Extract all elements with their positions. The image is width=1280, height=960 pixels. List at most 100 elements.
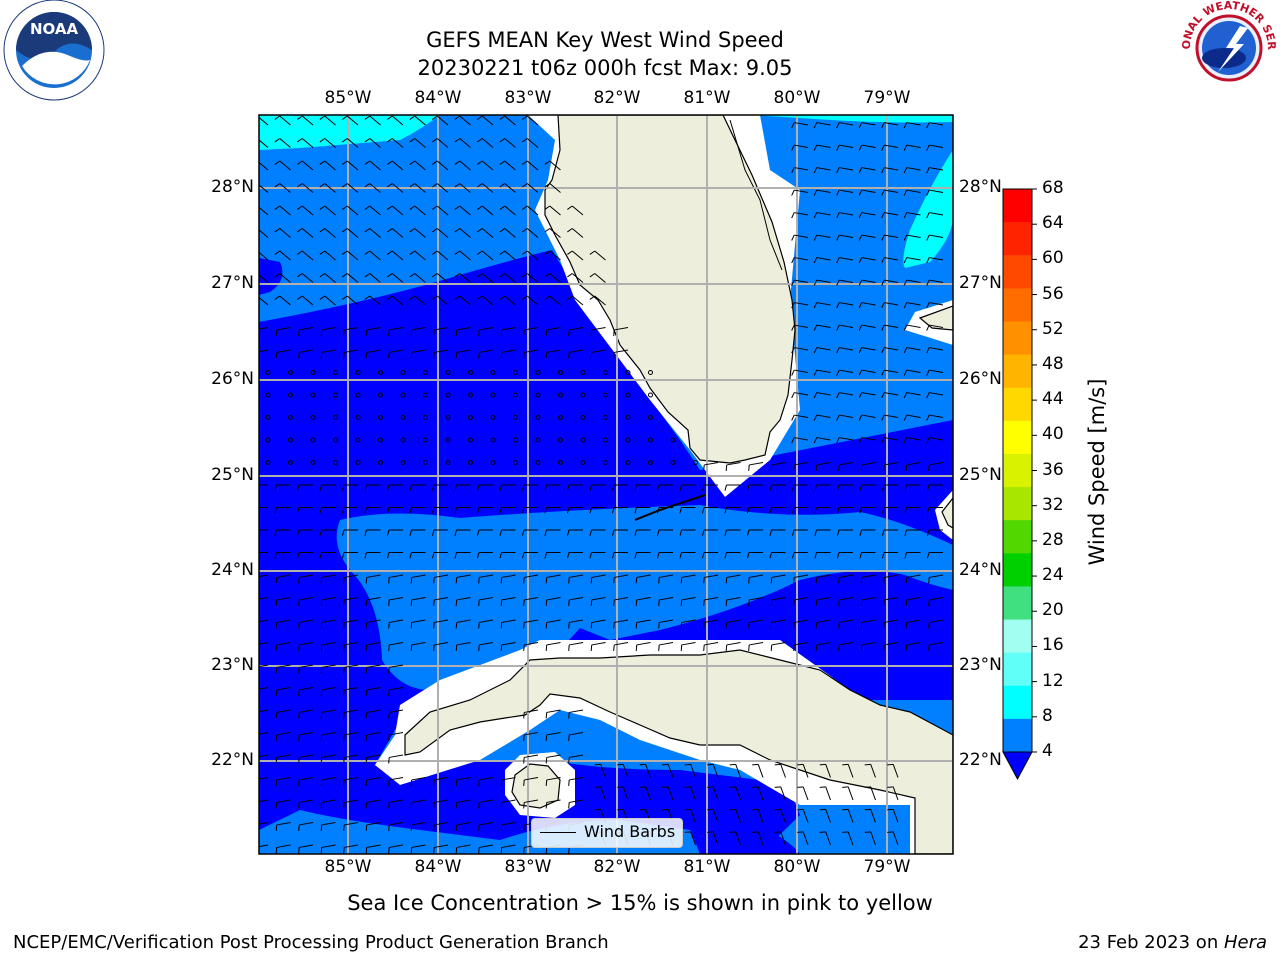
wind-barb-shaft — [436, 250, 449, 261]
wind-barb-flag — [522, 273, 528, 278]
wind-barb-flag — [388, 847, 390, 854]
wind-barb-shaft — [414, 138, 426, 148]
wind-barb-flag — [793, 622, 795, 629]
wind-barb-flag — [320, 757, 323, 764]
wind-barb-flag — [454, 138, 461, 143]
wind-barb-shaft — [259, 687, 269, 690]
colorbar-segment — [1003, 553, 1032, 587]
wind-barb-shaft — [884, 122, 899, 126]
wind-barb-shaft — [929, 324, 944, 328]
lat-label-right: 23°N — [959, 655, 1002, 675]
wind-barb-flag — [544, 529, 547, 536]
wind-barb-shaft — [321, 799, 336, 803]
wind-barb-flag — [905, 644, 908, 651]
wind-barb-flag — [793, 644, 795, 651]
wind-barb-flag — [521, 507, 525, 514]
wind-calm-marker — [490, 460, 496, 465]
wind-barb-flag — [724, 484, 727, 491]
wind-barb-flag — [656, 552, 660, 559]
wind-barb-shaft — [321, 844, 336, 848]
wind-barb-shaft — [504, 228, 516, 238]
wind-barb-shaft — [571, 250, 584, 261]
wind-barb-shaft — [389, 619, 404, 623]
wind-barb-shaft — [771, 619, 786, 623]
wind-barb-shaft — [301, 138, 314, 148]
wind-barb-flag — [298, 352, 300, 359]
lon-label-bottom: 84°W — [414, 857, 462, 877]
wind-barb-shaft — [279, 250, 291, 261]
wind-barb-flag — [476, 507, 480, 514]
lat-label-left: 26°N — [211, 369, 254, 389]
wind-barb-flag — [881, 392, 885, 399]
wind-barb-shaft — [389, 799, 404, 803]
wind-barb-shaft — [504, 250, 516, 261]
wind-barb-shaft — [459, 250, 471, 261]
wind-calm-marker — [423, 415, 428, 420]
wind-barb-shaft — [344, 844, 359, 848]
wind-barb-flag — [859, 484, 862, 491]
wind-barb-flag — [298, 847, 300, 854]
wind-barb-shaft — [259, 754, 269, 758]
wind-barb-shaft — [861, 597, 876, 601]
wind-barb-shaft — [816, 437, 831, 441]
wind-barb-shaft — [259, 597, 269, 600]
wind-barb-shaft — [301, 115, 314, 126]
wind-barb-shaft — [369, 228, 381, 238]
colorbar-segment — [1003, 387, 1032, 422]
wind-barb-shaft — [929, 437, 944, 441]
wind-barb-shaft — [276, 754, 291, 758]
wind-barb-flag — [881, 212, 885, 219]
wind-barb-shaft — [391, 228, 404, 238]
wind-barb-shaft — [526, 205, 539, 216]
wind-calm-marker — [490, 392, 496, 398]
wind-barb-shaft — [906, 324, 921, 328]
wind-barb-shaft — [690, 786, 696, 801]
wind-barb-flag — [926, 507, 930, 514]
wind-barb-flag — [343, 779, 345, 786]
wind-barb-shaft — [929, 619, 944, 623]
wind-barb-shaft — [884, 212, 899, 216]
wind-barb-flag — [319, 295, 326, 300]
wind-barb-shaft — [569, 732, 584, 736]
wind-barb-shaft — [299, 732, 314, 736]
wind-barb-shaft — [526, 273, 539, 283]
wind-barb-shaft — [571, 205, 584, 216]
lon-label-bottom: 83°W — [504, 857, 552, 877]
wind-barb-flag — [680, 577, 683, 584]
legend-line — [540, 832, 576, 833]
wind-barb-shaft — [906, 392, 921, 396]
wind-barb-shaft — [690, 809, 696, 823]
wind-calm-marker — [468, 437, 473, 443]
wind-barb-shaft — [929, 392, 944, 396]
wind-barb-flag — [252, 251, 257, 254]
wind-barb-shaft — [301, 160, 314, 171]
wind-barb-shaft — [659, 574, 674, 578]
wind-barb-shaft — [279, 228, 291, 238]
chart-title: GEFS MEAN Key West Wind Speed — [426, 28, 784, 52]
wind-barb-flag — [589, 507, 592, 514]
wind-barb-flag — [499, 552, 502, 559]
wind-calm-marker — [513, 415, 518, 420]
wind-barb-flag — [568, 577, 570, 584]
wind-barb-shaft — [366, 574, 381, 578]
wind-barb-shaft — [414, 295, 426, 306]
wind-barb-shaft — [681, 642, 696, 646]
wind-barb-flag — [568, 644, 570, 651]
wind-barb-flag — [813, 347, 818, 354]
wind-barb-flag — [926, 437, 930, 444]
wind-barb-shaft — [434, 619, 449, 623]
wind-barb-flag — [523, 734, 525, 741]
wind-barb-flag — [613, 352, 615, 359]
wind-barb-shaft — [299, 597, 314, 601]
wind-barb-shaft — [369, 160, 381, 171]
wind-barb-shaft — [436, 115, 449, 126]
wind-band-8-12-ne — [750, 115, 953, 123]
wind-barb-flag — [365, 734, 368, 741]
wind-calm-marker — [445, 415, 451, 420]
wind-barb-flag — [905, 599, 908, 606]
wind-barb-flag — [544, 552, 547, 559]
wind-barb-flag — [611, 529, 615, 536]
wind-barb-flag — [409, 529, 412, 536]
colorbar-tick-label: 8 — [1042, 705, 1053, 726]
wind-barb-shaft — [571, 228, 584, 238]
